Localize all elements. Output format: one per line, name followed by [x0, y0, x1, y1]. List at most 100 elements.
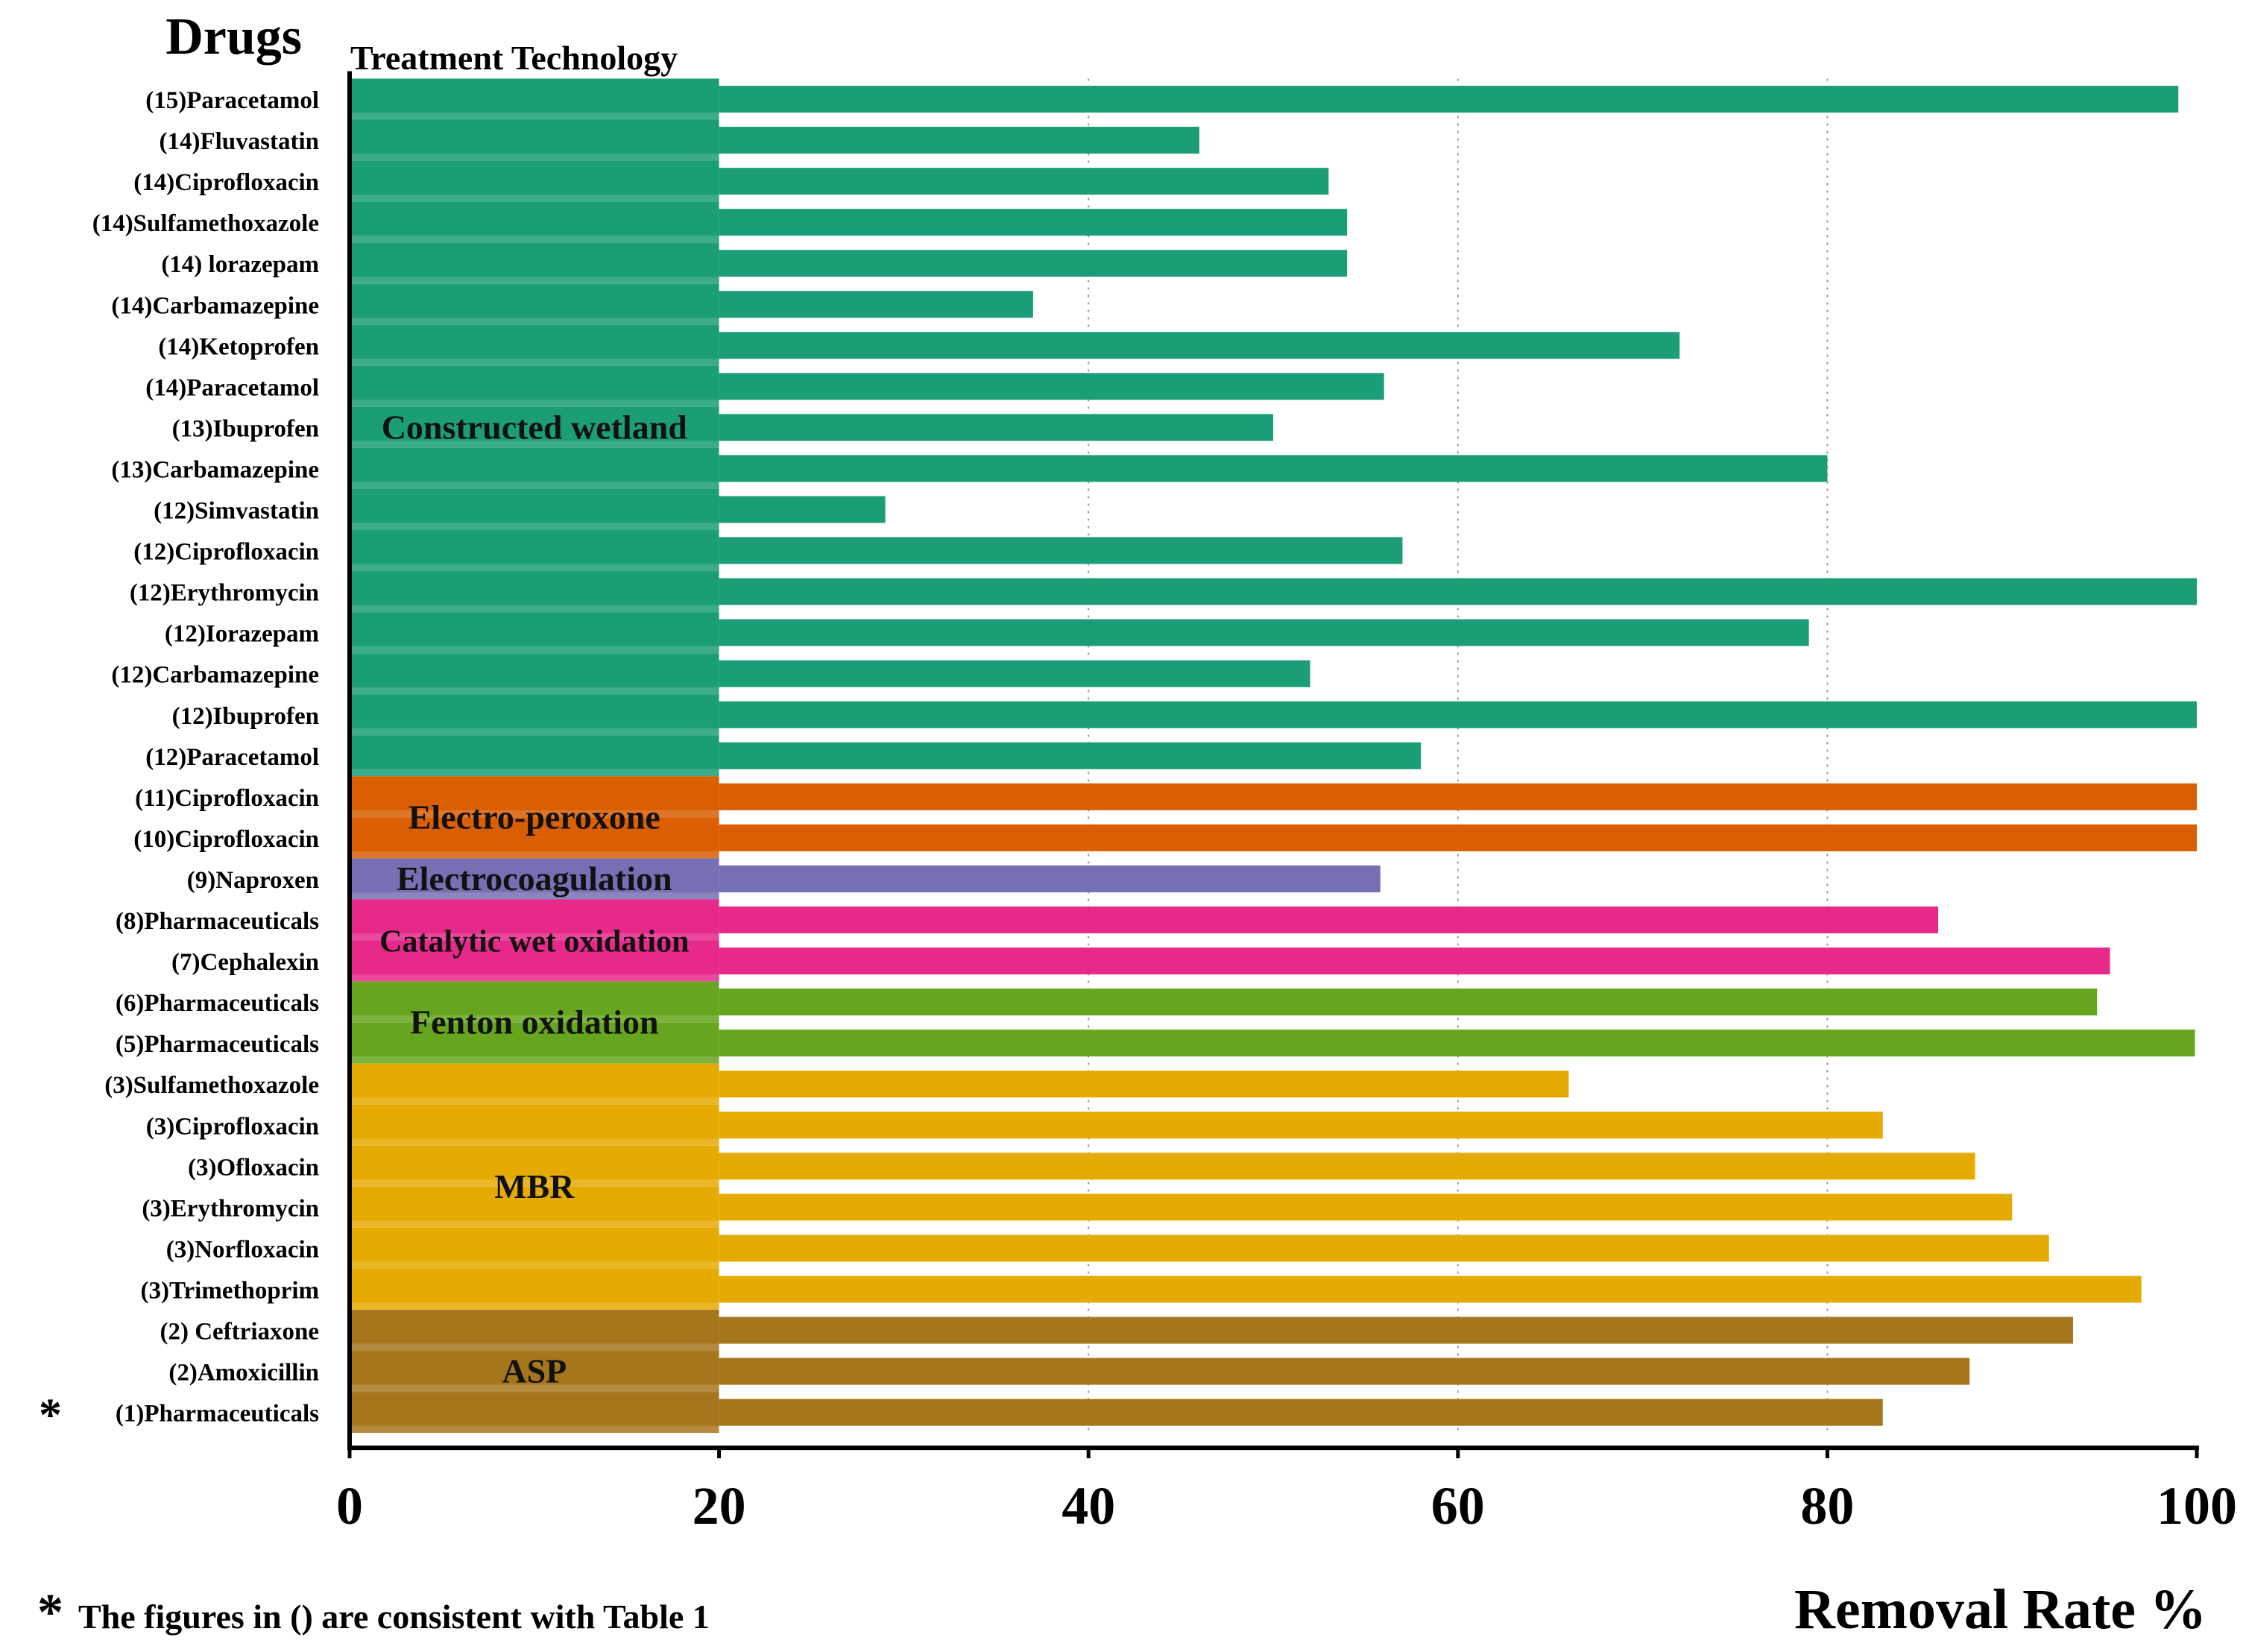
drug-label: (14)Paracetamol	[145, 374, 319, 401]
x-axis: 0 20 40 60 80 100	[336, 71, 2237, 1536]
bar--9-naproxen	[719, 865, 1381, 892]
band-cell	[350, 119, 719, 161]
bar--6-pharmaceuticals	[719, 989, 2098, 1016]
drug-label: (13)Carbamazepine	[111, 456, 319, 483]
bar--1-pharmaceuticals	[719, 1399, 1883, 1426]
band-cell	[350, 1063, 719, 1105]
drug-label: (9)Naproxen	[187, 867, 319, 894]
drug-label: (2) Ceftriaxone	[160, 1319, 319, 1346]
drug-label: (15)Paracetamol	[145, 87, 319, 114]
x-tick-label-20: 20	[693, 1476, 746, 1536]
band-cell	[350, 447, 719, 489]
drug-label: (14)Carbamazepine	[111, 292, 319, 319]
bar--3-trimethoprim	[719, 1276, 2142, 1303]
bar--3-sulfamethoxazole	[719, 1071, 1569, 1098]
drug-label: (11)Ciprofloxacin	[135, 785, 319, 812]
band-cell	[350, 612, 719, 654]
drug-label: (7)Cephalexin	[171, 949, 319, 976]
band-cell	[350, 1227, 719, 1269]
band-cell	[350, 488, 719, 531]
drug-label: (14)Sulfamethoxazole	[92, 210, 319, 237]
bar--11-ciprofloxacin	[719, 783, 2197, 810]
drug-label: (13)Ibuprofen	[172, 415, 319, 442]
band-cell	[350, 160, 719, 202]
drug-label: (10)Ciprofloxacin	[133, 826, 319, 853]
bar--13-ibuprofen	[719, 414, 1273, 441]
x-tick-label-60: 60	[1431, 1476, 1485, 1536]
band-cell	[350, 817, 719, 859]
band-cell	[350, 1186, 719, 1228]
drug-label: (6)Pharmaceuticals	[116, 990, 319, 1017]
bar--8-pharmaceuticals	[719, 907, 1939, 933]
band-stripe	[350, 1425, 719, 1440]
drug-label: (12)Iorazepam	[165, 621, 319, 648]
x-tick-label-40: 40	[1062, 1476, 1115, 1536]
drug-label: (3)Ciprofloxacin	[146, 1113, 319, 1140]
band-cell	[350, 1309, 719, 1352]
bar--14-carbamazepine	[719, 291, 1033, 318]
drug-label: (8)Pharmaceuticals	[116, 908, 319, 935]
drug-label: (14) lorazepam	[161, 251, 319, 278]
technology-labels: Constructed wetland Electro-peroxone Elect…	[379, 408, 689, 1390]
technology-label-fenton-oxidation: Fenton oxidation	[410, 1003, 659, 1041]
band-cell	[350, 694, 719, 736]
band-cell	[350, 1145, 719, 1187]
drug-label: (3)Ofloxacin	[188, 1154, 319, 1181]
treatment-technology-heading: Treatment Technology	[350, 39, 678, 77]
band-cell	[350, 858, 719, 900]
bar--14-fluvastatin	[719, 127, 1199, 154]
bar--3-norfloxacin	[719, 1235, 2049, 1262]
technology-label-electrocoagulation: Electrocoagulation	[397, 860, 672, 898]
band-cell	[350, 1022, 719, 1064]
band-cell	[350, 1351, 719, 1393]
bar--12-ciprofloxacin	[719, 537, 1403, 564]
bar--3-erythromycin	[719, 1194, 2013, 1221]
band-cell	[350, 571, 719, 613]
bar--3-ciprofloxacin	[719, 1112, 1883, 1139]
band-cell	[350, 406, 719, 448]
bar--14-ketoprofen	[719, 332, 1680, 359]
footnote: The figures in () are consistent with Ta…	[78, 1598, 710, 1636]
bar--14-paracetamol	[719, 373, 1384, 400]
x-tick-label-0: 0	[336, 1476, 363, 1536]
bar--13-carbamazepine	[719, 455, 1828, 482]
band-cell	[350, 899, 719, 941]
bar--12-carbamazepine	[719, 660, 1310, 687]
bar--12-paracetamol	[719, 742, 1422, 769]
band-cell	[350, 1268, 719, 1310]
bar--7-cephalexin	[719, 948, 2110, 975]
drug-label: (3)Sulfamethoxazole	[104, 1072, 319, 1099]
band-cell	[350, 242, 719, 284]
footnote-marker-asterisk: *	[39, 1390, 62, 1441]
x-tick-label-100: 100	[2157, 1476, 2237, 1536]
drug-label: (12)Ciprofloxacin	[133, 539, 319, 566]
bar--3-ofloxacin	[719, 1153, 1975, 1180]
technology-label-electro-peroxone: Electro-peroxone	[408, 798, 660, 836]
drug-label: (2)Amoxicillin	[168, 1360, 319, 1387]
band-cell	[350, 1104, 719, 1146]
drug-label: (14)Ciprofloxacin	[133, 169, 319, 196]
band-cell	[350, 530, 719, 572]
drug-label: (14)Ketoprofen	[158, 333, 319, 360]
gridlines	[1088, 78, 1829, 1434]
drug-label: (3)Trimethoprim	[141, 1277, 320, 1304]
x-axis-title: Removal Rate %	[1794, 1578, 2206, 1641]
drug-labels: (15)Paracetamol (14)Fluvastatin (14)Ciprof…	[39, 87, 319, 1441]
band-cell	[350, 201, 719, 243]
bar--12-ibuprofen	[719, 701, 2197, 728]
band-cell	[350, 1392, 719, 1434]
bars	[719, 86, 2197, 1426]
bar--15-paracetamol	[719, 86, 2179, 113]
band-cell	[350, 940, 719, 982]
drug-label: (3)Erythromycin	[142, 1195, 319, 1222]
drug-label: (5)Pharmaceuticals	[116, 1031, 319, 1058]
drug-label: (12)Carbamazepine	[111, 662, 319, 689]
drug-label: (12)Paracetamol	[145, 744, 319, 771]
bar--14-ciprofloxacin	[719, 168, 1329, 195]
band-cell	[350, 735, 719, 777]
bar--5-pharmaceuticals	[719, 1030, 2195, 1057]
bar--12-iorazepam	[719, 619, 1809, 646]
bar--10-ciprofloxacin	[719, 824, 2197, 851]
bar--14-sulfamethoxazole	[719, 209, 1348, 236]
band-cell	[350, 365, 719, 407]
